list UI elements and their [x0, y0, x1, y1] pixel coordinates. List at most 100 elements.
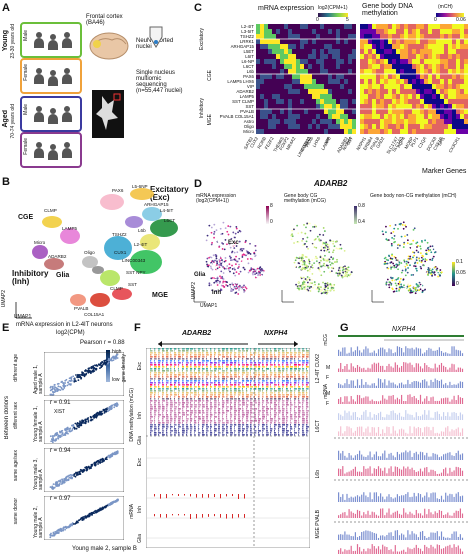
group-label: CGE — [207, 70, 213, 81]
scatter-ylabel: Young female 1, sample A — [33, 406, 44, 442]
f-inh2-label: Inh — [137, 506, 143, 513]
group-label: Inhibitory — [199, 98, 205, 119]
e-subtitle: log2(CPM) — [56, 330, 85, 336]
rna-colorbar — [318, 13, 348, 17]
colorbar-mcg — [354, 206, 357, 224]
row-label: PAX6 — [243, 74, 254, 79]
scatter-plot — [44, 400, 124, 444]
s2-min: 0.4 — [358, 219, 365, 225]
cluster-label: ADARB2 — [48, 254, 67, 259]
row-label: ADARB2 — [236, 89, 254, 94]
s2-max: 0.8 — [358, 203, 365, 209]
adarb2-gene-label: ADARB2 — [182, 330, 212, 337]
cluster-label: L6CT — [164, 218, 175, 223]
umap-cluster — [100, 194, 124, 210]
microscopy-image — [92, 90, 124, 138]
genome-tracks — [334, 335, 470, 554]
f-label: F — [326, 375, 330, 381]
f-exc-label: Exc — [137, 362, 143, 371]
cluster-label: Oligo — [84, 250, 95, 255]
meth-title: Gene body DNA methylation — [362, 3, 413, 17]
marker-genes-label: Marker Genes — [422, 168, 467, 175]
umap-cluster — [130, 188, 154, 200]
g-row-label: L6b — [315, 470, 321, 479]
s1-min: 0 — [270, 219, 273, 225]
cluster-label: ARHGAP15 — [144, 202, 169, 207]
cluster-label: CLMP — [44, 208, 57, 213]
umap-cluster — [32, 245, 48, 259]
f-label: F — [326, 401, 330, 407]
cluster-label: LAMP5 — [62, 226, 78, 231]
person-icon — [48, 70, 58, 86]
gene-label: VIP — [323, 136, 332, 145]
meth-scale-max: 0.06 — [456, 17, 466, 23]
gene-label: CX3CR1 — [447, 136, 461, 154]
density-colorbar — [106, 350, 110, 382]
f-glia2-label: Glia — [137, 534, 143, 543]
row-label: SST — [245, 104, 254, 109]
umap-cluster — [112, 288, 132, 300]
s3-mid: 0.05 — [456, 270, 466, 276]
g-gene-label: NXPH4 — [392, 326, 416, 333]
umap-cluster — [104, 236, 132, 260]
row-label: Oligo — [243, 124, 254, 129]
tube-icon — [149, 26, 163, 48]
meth-scale-min: 0 — [434, 17, 437, 23]
umap1-label: UMAP1 — [200, 303, 218, 309]
scatter-plot — [44, 352, 124, 396]
cluster-label: L5-6NP — [132, 184, 148, 189]
row-label: LAMP5 — [239, 94, 254, 99]
gene-annotation: XIST — [54, 409, 66, 415]
glia-label: Glia — [194, 272, 206, 278]
row-label: L6IT — [245, 54, 254, 59]
umap-title-rna: mRNA expression (log2(CPM+1)) — [196, 193, 237, 204]
g-row-label: MGE PVALB — [315, 510, 321, 539]
m-label: M — [326, 365, 331, 371]
scatter-plot — [44, 448, 124, 492]
panel-b-label: B — [2, 176, 10, 188]
colorbar-rna — [266, 206, 269, 224]
cluster-label: L2-4IT — [134, 242, 147, 247]
row-label: LAMP5 LHX6 — [227, 79, 254, 84]
inh-label: Inh — [212, 290, 221, 296]
e-xlabel: Young male 2, sample B — [72, 546, 137, 552]
aged-label: Aged — [2, 110, 9, 128]
s1-max: 8 — [270, 203, 273, 209]
density-low: low — [112, 377, 120, 383]
brain-icon — [89, 32, 129, 60]
person-icon — [62, 106, 72, 122]
f-exc2-label: Exc — [137, 458, 143, 467]
g-row-label: L2-4IT CUX2 — [315, 354, 321, 384]
umap2-label: UMAP2 — [191, 282, 197, 300]
young-label: Young — [2, 30, 9, 52]
panel-f-label: F — [134, 322, 141, 334]
between-donors-label: Between donors — [4, 396, 10, 440]
row-label: LRRK1 — [239, 39, 254, 44]
scatter-plot — [44, 496, 124, 540]
female-label: Female — [23, 64, 29, 81]
rna-scale-max: 5 — [346, 17, 349, 23]
panel-g-label: G — [340, 322, 349, 334]
comparison-label: different age — [13, 354, 19, 382]
gene-track — [158, 341, 298, 347]
mcg-label: mCG — [323, 334, 329, 346]
inhibitory-label: Inhibitory (Inh) — [12, 269, 49, 286]
f-inh-label: Inh — [137, 412, 143, 419]
person-icon — [34, 142, 44, 158]
comparison-label: same donor — [13, 498, 19, 525]
person-icon — [48, 144, 58, 160]
scatter-ylabel: Young male 2, sample A — [33, 506, 44, 538]
cluster-label: L6b — [138, 228, 146, 233]
g-row-label: L6CT — [315, 420, 321, 433]
umap-cluster — [44, 258, 64, 270]
excitatory-label: Excitatory (Exc) — [150, 185, 189, 202]
row-label: L3-5IT — [241, 29, 254, 34]
dna-meth-label: DNA methylation (mCG) — [129, 388, 135, 442]
panel-a-label: A — [2, 2, 10, 14]
person-icon — [34, 106, 44, 122]
source-label: Frontal cortex (BA46) — [86, 14, 123, 26]
panel-c-label: C — [194, 2, 202, 14]
s3-min: 0 — [456, 281, 459, 287]
rna-title: mRNA expression — [258, 5, 315, 12]
